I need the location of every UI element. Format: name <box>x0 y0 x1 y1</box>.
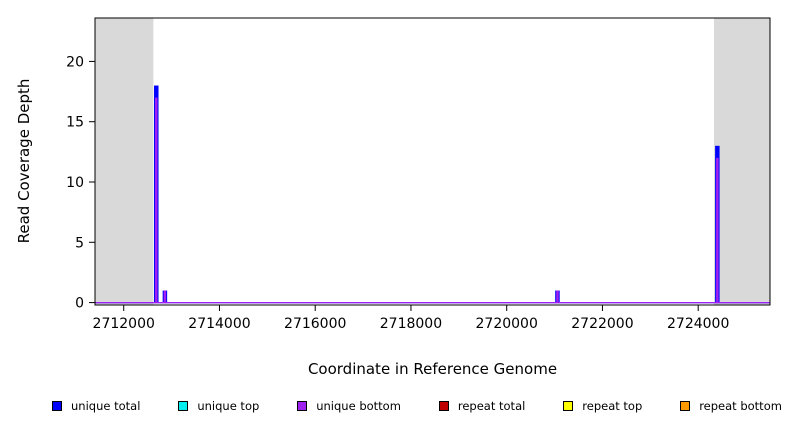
legend-item-unique-total: unique total <box>52 399 140 413</box>
x-axis-title: Coordinate in Reference Genome <box>307 360 558 378</box>
repeat-bottom-swatch-icon <box>680 401 691 411</box>
legend-label: repeat total <box>457 399 526 413</box>
legend-item-unique-bottom: unique bottom <box>297 399 401 413</box>
svg-text:2712000: 2712000 <box>93 316 155 332</box>
svg-text:2720000: 2720000 <box>476 316 538 332</box>
legend-item-unique-top: unique top <box>178 399 259 413</box>
plot-border <box>94 17 771 306</box>
repeat-top-swatch-icon <box>563 401 574 411</box>
legend-label: unique bottom <box>316 399 401 413</box>
legend-label: repeat bottom <box>699 399 782 413</box>
y-axis: 0 5 10 15 20 <box>66 54 95 312</box>
svg-text:2716000: 2716000 <box>284 316 346 332</box>
svg-text:10: 10 <box>66 175 84 191</box>
svg-text:15: 15 <box>66 115 84 131</box>
svg-text:0: 0 <box>75 296 84 312</box>
legend: unique total unique top unique bottom re… <box>52 399 782 413</box>
coverage-series <box>95 85 770 304</box>
legend-item-repeat-bottom: repeat bottom <box>680 399 782 413</box>
svg-text:2718000: 2718000 <box>380 316 442 332</box>
legend-item-repeat-total: repeat total <box>438 399 526 413</box>
masked-regions <box>95 18 770 305</box>
svg-text:2714000: 2714000 <box>188 316 250 332</box>
legend-label: unique total <box>71 399 141 413</box>
unique-top-swatch-icon <box>178 401 189 411</box>
svg-text:5: 5 <box>75 235 84 251</box>
legend-label: unique top <box>197 399 260 413</box>
unique-total-swatch-icon <box>52 401 62 411</box>
y-axis-title: Read Coverage Depth <box>15 78 33 244</box>
svg-text:2724000: 2724000 <box>667 316 729 332</box>
repeat-total-swatch-icon <box>438 401 449 411</box>
legend-item-repeat-top: repeat top <box>563 399 642 413</box>
svg-text:2722000: 2722000 <box>571 316 633 332</box>
unique-bottom-swatch-icon <box>297 401 308 411</box>
legend-label: repeat top <box>582 399 643 413</box>
x-axis: 2712000 2714000 2716000 2718000 2720000 27220… <box>93 305 729 332</box>
svg-text:20: 20 <box>66 54 84 70</box>
